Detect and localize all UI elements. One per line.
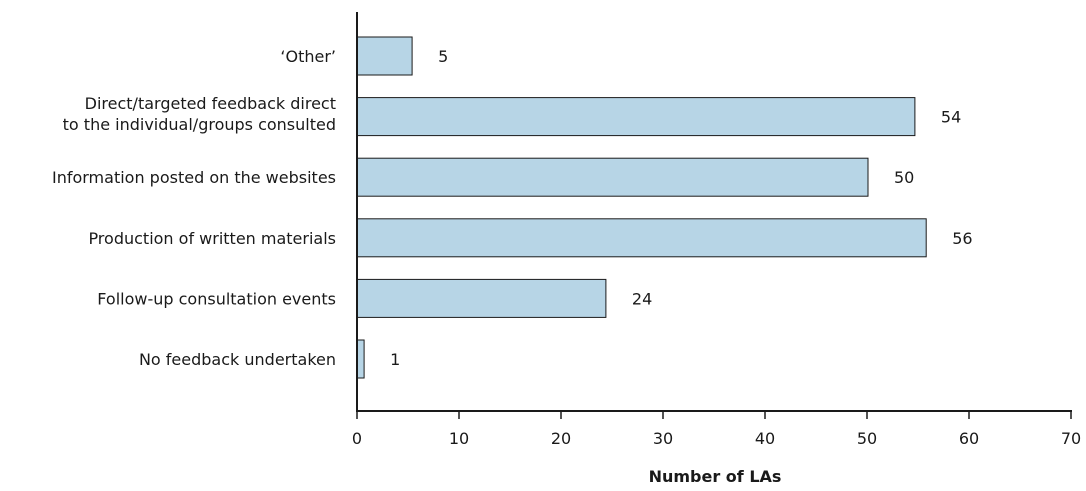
category-label: Production of written materials [88,229,336,248]
category-label: Direct/targeted feedback direct [85,94,336,113]
bar [356,36,413,76]
bar-value-label: 50 [894,168,914,187]
bars-group [356,36,927,379]
x-tick-label: 70 [1061,429,1081,448]
x-tick-label: 20 [551,429,571,448]
x-axis-title: Number of LAs [649,467,782,486]
category-label: to the individual/groups consulted [63,115,336,134]
category-label: No feedback undertaken [139,350,336,369]
bar [356,278,607,318]
bar [356,97,916,137]
x-tick-label: 40 [755,429,775,448]
category-label: Follow-up consultation events [97,289,336,308]
x-ticks-group: 0 10 20 30 40 50 60 70 [352,411,1081,448]
x-tick-label: 30 [653,429,673,448]
value-labels-group: 5 54 50 56 24 1 [390,47,972,369]
bar [356,218,927,258]
bar [356,339,365,379]
x-tick-label: 0 [352,429,362,448]
bar [356,157,869,197]
bar-value-label: 5 [438,47,448,66]
category-labels-group: ‘Other’ Direct/targeted feedback direct to… [52,47,336,369]
x-tick-label: 50 [857,429,877,448]
bar-value-label: 56 [952,229,972,248]
bar-value-label: 54 [941,108,961,127]
x-tick-label: 60 [959,429,979,448]
category-label: ‘Other’ [280,47,336,66]
category-label: Information posted on the websites [52,168,336,187]
bar-value-label: 1 [390,350,400,369]
bar-value-label: 24 [632,289,652,308]
x-tick-label: 10 [449,429,469,448]
